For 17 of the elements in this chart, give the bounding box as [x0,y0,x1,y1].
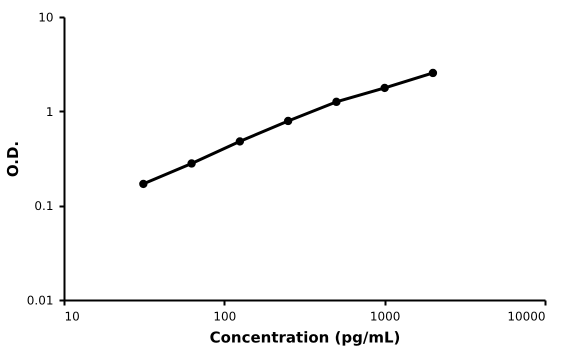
point [139,180,148,188]
y-tick-label: 0.1 [34,199,54,214]
point [380,84,389,92]
point [236,137,244,146]
point [428,68,438,78]
x-tick-label: 1000 [370,310,400,324]
x-axis-title: Concentration (pg/mL) [210,328,400,346]
y-tick-label: 10 [38,10,54,24]
x-tick-label: 10 [64,310,80,324]
point [187,159,196,168]
y-tick-label: 1 [46,104,54,119]
point [284,116,292,126]
x-tick-label: 100 [213,310,236,324]
y-tick-label: 0.01 [26,294,54,308]
point [332,98,341,106]
x-tick-label: 10000 [507,310,546,324]
y-axis-title: O.D. [4,140,22,178]
